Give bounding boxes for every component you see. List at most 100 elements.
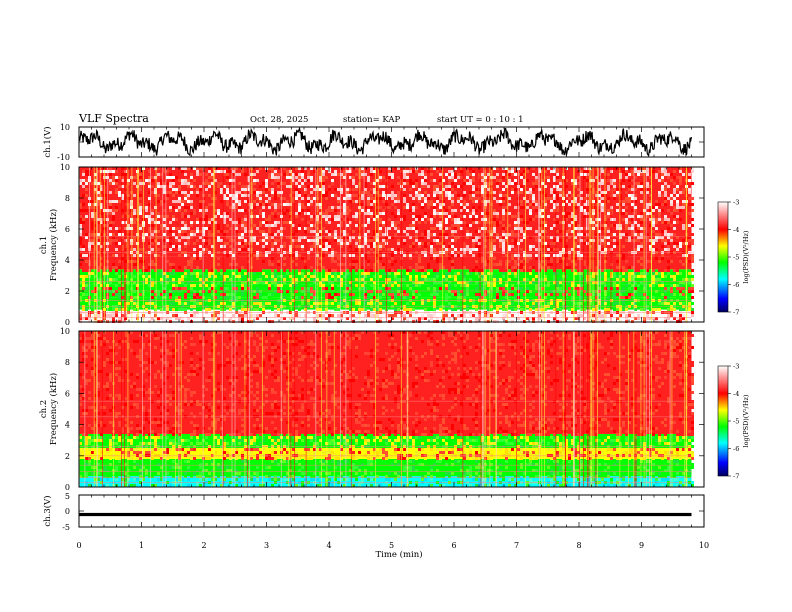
spectrogram-cell xyxy=(520,236,523,239)
spectrogram-cell xyxy=(526,278,529,281)
spectrogram-cell xyxy=(391,224,394,227)
spectrogram-cell xyxy=(613,263,616,266)
spectrogram-cell xyxy=(493,281,496,284)
spectrogram-cell xyxy=(271,242,274,245)
spectrogram-cell xyxy=(301,206,304,209)
spectrogram-cell xyxy=(475,245,478,248)
spectrogram-cell xyxy=(175,176,178,179)
spectrogram-cell xyxy=(190,176,193,179)
spectrogram-cell xyxy=(577,239,580,242)
spectrogram-cell xyxy=(541,182,544,185)
spectrogram-cell xyxy=(361,191,364,194)
spectrogram-cell xyxy=(664,290,667,293)
spectrogram-cell xyxy=(148,197,151,200)
spectrogram-cell xyxy=(274,254,277,257)
spectrogram-cell xyxy=(421,239,424,242)
spectrogram-cell xyxy=(679,218,682,221)
spectrogram-cell xyxy=(115,242,118,245)
spectrogram-cell xyxy=(217,266,220,269)
spectrogram-cell xyxy=(148,239,151,242)
spectrogram-cell xyxy=(535,278,538,281)
spectrogram-cell xyxy=(577,182,580,185)
spectrogram-cell xyxy=(472,185,475,188)
spectrogram-cell xyxy=(157,266,160,269)
spectrogram-cell xyxy=(166,179,169,182)
spectrogram-cell xyxy=(301,257,304,260)
spectrogram-cell xyxy=(277,206,280,209)
spectrogram-cell xyxy=(118,227,121,230)
spectrogram-cell xyxy=(460,176,463,179)
spectrogram-cell xyxy=(277,179,280,182)
spectrogram-cell xyxy=(340,245,343,248)
spectrogram-cell xyxy=(208,227,211,230)
spectrogram-cell xyxy=(289,284,292,287)
spectrogram-cell xyxy=(235,203,238,206)
spectrogram-cell xyxy=(235,188,238,191)
spectrogram-cell xyxy=(301,278,304,281)
spectrogram-cell xyxy=(544,275,547,278)
spectrogram-cell xyxy=(169,176,172,179)
spectrogram-cell xyxy=(667,263,670,266)
spectrogram-cell xyxy=(268,227,271,230)
spectrogram-cell xyxy=(247,203,250,206)
spectrogram-cell xyxy=(148,266,151,269)
spectrogram-cell xyxy=(220,287,223,290)
spectrogram-cell xyxy=(145,209,148,212)
spectrogram-cell xyxy=(361,263,364,266)
spectrogram-cell xyxy=(370,167,373,170)
spectrogram-cell xyxy=(340,269,343,272)
spectrogram-cell xyxy=(79,260,82,263)
spectrogram-cell xyxy=(367,293,370,296)
spectrogram-cell xyxy=(667,257,670,260)
spectrogram-cell xyxy=(268,224,271,227)
spectrogram-cell xyxy=(532,245,535,248)
spectrogram-cell xyxy=(265,224,268,227)
spectrogram-cell xyxy=(253,224,256,227)
spectrogram-cell xyxy=(223,290,226,293)
spectrogram-cell xyxy=(343,176,346,179)
spectrogram-cell xyxy=(457,200,460,203)
spectrogram-cell xyxy=(511,182,514,185)
spectrogram-cell xyxy=(634,176,637,179)
spectrogram-cell xyxy=(505,206,508,209)
spectrogram-cell xyxy=(541,263,544,266)
spectrogram-cell xyxy=(238,206,241,209)
spectrogram-cell xyxy=(178,269,181,272)
spectrogram-cell xyxy=(616,275,619,278)
spectrogram-cell xyxy=(334,236,337,239)
spectrogram-cell xyxy=(292,254,295,257)
spectrogram-cell xyxy=(382,239,385,242)
spectrogram-cell xyxy=(625,287,628,290)
spectrogram-cell xyxy=(664,233,667,236)
spectrogram-cell xyxy=(499,200,502,203)
spectrogram-cell xyxy=(451,248,454,251)
spectrogram-cell xyxy=(544,278,547,281)
spectrogram-cell xyxy=(610,209,613,212)
spectrogram-cell xyxy=(613,224,616,227)
spectrogram-cell xyxy=(433,236,436,239)
spectrogram-cell xyxy=(109,239,112,242)
spectrogram-cell xyxy=(658,239,661,242)
spectrogram-cell xyxy=(655,278,658,281)
spectrogram-cell xyxy=(475,287,478,290)
spectrogram-cell xyxy=(397,239,400,242)
spectrogram-cell xyxy=(427,287,430,290)
spectrogram-cell xyxy=(211,269,214,272)
spectrogram-cell xyxy=(622,179,625,182)
spectrogram-cell xyxy=(292,275,295,278)
spectrogram-cell xyxy=(256,287,259,290)
spectrogram-cell xyxy=(532,167,535,170)
spectrogram-cell xyxy=(223,170,226,173)
spectrogram-cell xyxy=(418,197,421,200)
spectrogram-cell xyxy=(172,290,175,293)
spectrogram-cell xyxy=(205,272,208,275)
spectrogram-cell xyxy=(91,218,94,221)
spectrogram-cell xyxy=(637,173,640,176)
spectrogram-cell xyxy=(79,227,82,230)
spectrogram-cell xyxy=(286,200,289,203)
spectrogram-cell xyxy=(139,206,142,209)
spectrogram-cell xyxy=(502,212,505,215)
spectrogram-cell xyxy=(460,197,463,200)
spectrogram-cell xyxy=(334,275,337,278)
spectrogram-cell xyxy=(511,170,514,173)
